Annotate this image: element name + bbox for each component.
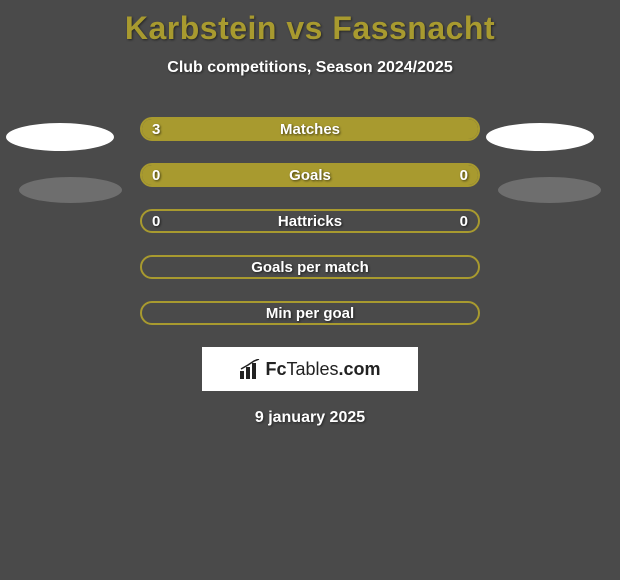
stat-value-right: 0 <box>460 213 468 230</box>
stat-value-left: 3 <box>152 121 160 138</box>
stat-label: Goals per match <box>251 259 369 276</box>
side-ellipse <box>486 123 594 151</box>
page-title: Karbstein vs Fassnacht <box>0 0 620 47</box>
logo-part-fc: Fc <box>265 359 286 379</box>
subtitle: Club competitions, Season 2024/2025 <box>0 59 620 77</box>
side-ellipse <box>6 123 114 151</box>
stat-row: 0 Hattricks 0 <box>140 209 480 233</box>
stat-row: 3 Matches <box>140 117 480 141</box>
stat-label: Min per goal <box>266 305 354 322</box>
logo-part-suffix: .com <box>339 359 381 379</box>
side-ellipse <box>498 177 601 203</box>
date-text: 9 january 2025 <box>0 409 620 427</box>
logo-text: FcTables.com <box>265 359 380 380</box>
stat-value-right: 0 <box>460 167 468 184</box>
stat-label: Matches <box>280 121 340 138</box>
bars-icon <box>239 359 261 379</box>
stat-value-left: 0 <box>152 167 160 184</box>
stat-label: Goals <box>289 167 331 184</box>
stat-row: 0 Goals 0 <box>140 163 480 187</box>
stat-row: Goals per match <box>140 255 480 279</box>
stat-value-left: 0 <box>152 213 160 230</box>
fctables-logo: FcTables.com <box>202 347 418 391</box>
stat-row: Min per goal <box>140 301 480 325</box>
stat-label: Hattricks <box>278 213 342 230</box>
side-ellipse <box>19 177 122 203</box>
logo-part-tables: Tables <box>286 359 338 379</box>
